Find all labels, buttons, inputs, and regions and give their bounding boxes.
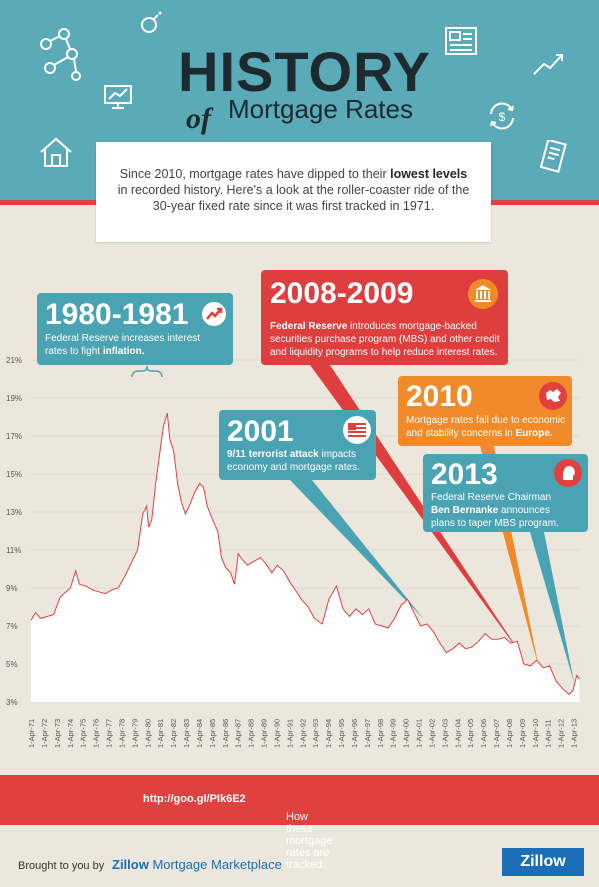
x-tick-label: 1-Apr-88 [247,719,256,748]
page-subtitle: Mortgage Rates [228,94,413,124]
x-tick-label: 1-Apr-90 [272,719,281,748]
svg-text:$: $ [499,110,506,124]
y-tick-label: 5% [6,660,18,669]
callout-1980-1981: 1980-1981 Federal Reserve increases inte… [37,293,233,365]
x-tick-label: 1-Apr-72 [40,719,49,748]
x-tick-label: 1-Apr-89 [260,719,269,748]
x-tick-label: 1-Apr-98 [376,719,385,748]
callout-text: Federal Reserve Chairman Ben Bernanke an… [431,492,559,529]
brace-1980 [131,365,163,378]
x-tick-label: 1-Apr-10 [531,719,540,748]
y-tick-label: 21% [6,356,22,365]
x-tick-label: 1-Apr-71 [27,719,36,748]
x-tick-label: 1-Apr-73 [53,719,62,748]
y-tick-label: 3% [6,698,18,707]
europe-map-icon [539,382,567,410]
callout-year: 2010 [406,380,473,413]
callout-2013: 2013 Federal Reserve Chairman Ben Bernan… [423,454,588,532]
y-tick-label: 17% [6,432,22,441]
trend-up-icon [533,54,563,75]
x-tick-label: 1-Apr-81 [156,719,165,748]
x-tick-label: 1-Apr-05 [466,719,475,748]
y-tick-label: 7% [6,622,18,631]
x-tick-label: 1-Apr-80 [143,719,152,748]
title-of: of [186,102,211,135]
x-tick-label: 1-Apr-13 [570,719,579,748]
portrait-icon [554,459,582,487]
callout-year: 2013 [431,458,498,491]
x-tick-label: 1-Apr-77 [105,719,114,748]
x-tick-label: 1-Apr-87 [234,719,243,748]
callout-text: Federal Reserve introduces mortgage-back… [270,321,500,358]
rate-area [31,413,580,702]
x-tick-label: 1-Apr-03 [440,719,449,748]
footer-band: How these mortgage rates are tracked: ht… [0,775,599,871]
x-tick-label: 1-Apr-99 [389,719,398,748]
x-tick-label: 1-Apr-91 [285,719,294,748]
x-tick-label: 1-Apr-12 [557,719,566,748]
x-tick-label: 1-Apr-82 [169,719,178,748]
x-tick-label: 1-Apr-06 [479,719,488,748]
x-tick-label: 1-Apr-78 [117,719,126,748]
x-tick-label: 1-Apr-74 [66,719,75,748]
x-tick-label: 1-Apr-93 [311,719,320,748]
brand-name: Zillow Mortgage Marketplace [112,857,282,872]
us-flag-icon [343,416,371,444]
callout-text: Mortgage rates fall due to economic and … [406,415,565,439]
newspaper-icon [445,27,477,55]
trend-up-badge-icon [202,302,226,326]
network-icon [40,28,81,81]
x-tick-label: 1-Apr-95 [337,719,346,748]
y-tick-label: 15% [6,470,22,479]
x-tick-label: 1-Apr-85 [208,719,217,748]
receipt-icon [540,140,567,173]
callout-year: 1980-1981 [45,298,189,331]
x-tick-label: 1-Apr-08 [505,719,514,748]
x-tick-label: 1-Apr-94 [324,719,333,748]
x-tick-label: 1-Apr-96 [350,719,359,748]
brought-by-label: Brought to you by [18,860,105,872]
x-tick-label: 1-Apr-00 [402,719,411,748]
x-tick-label: 1-Apr-84 [195,719,204,748]
x-tick-label: 1-Apr-07 [492,719,501,748]
rate-line [30,413,580,696]
x-tick-label: 1-Apr-83 [182,719,191,748]
x-tick-label: 1-Apr-11 [544,719,553,748]
intro-text: Since 2010, mortgage rates have dipped t… [117,167,470,213]
callout-year: 2008-2009 [270,277,414,310]
monitor-chart-icon [104,85,132,109]
x-tick-label: 1-Apr-04 [453,719,462,748]
x-tick-label: 1-Apr-01 [415,719,424,748]
house-icon [40,137,72,167]
callout-2010: 2010 Mortgage rates fall due to economic… [398,376,572,446]
x-tick-label: 1-Apr-86 [221,719,230,748]
callout-2001: 2001 9/11 terrorist attack impacts econo… [219,410,376,480]
y-tick-label: 11% [6,546,21,555]
dollar-cycle-icon: $ [490,102,514,130]
x-tick-label: 1-Apr-76 [92,719,101,748]
tracked-link[interactable]: http://goo.gl/PIk6E2 [143,793,246,805]
callout-text: 9/11 terrorist attack impacts economy an… [227,449,360,473]
callout-2008-2009: 2008-2009 Federal Reserve introduces mor… [261,270,508,365]
zillow-logo: Zillow [502,848,584,876]
y-tick-label: 9% [6,584,18,593]
callout-text: Federal Reserve increases interest rates… [45,333,201,357]
x-tick-label: 1-Apr-92 [298,719,307,748]
pointer-2013 [530,532,575,683]
x-tick-label: 1-Apr-79 [130,719,139,748]
y-tick-label: 13% [6,508,22,517]
page-title: HISTORY [178,40,431,103]
intro-box: Since 2010, mortgage rates have dipped t… [96,142,491,242]
x-tick-label: 1-Apr-75 [79,719,88,748]
x-tick-label: 1-Apr-02 [427,719,436,748]
x-tick-label: 1-Apr-97 [363,719,372,748]
bank-icon [468,279,498,309]
bomb-icon [141,11,162,33]
x-tick-label: 1-Apr-09 [518,719,527,748]
pointer-2001 [290,480,424,619]
callout-year: 2001 [227,415,294,448]
tracked-note: How these mortgage rates are tracked: ht… [143,793,333,871]
y-tick-label: 19% [6,394,22,403]
